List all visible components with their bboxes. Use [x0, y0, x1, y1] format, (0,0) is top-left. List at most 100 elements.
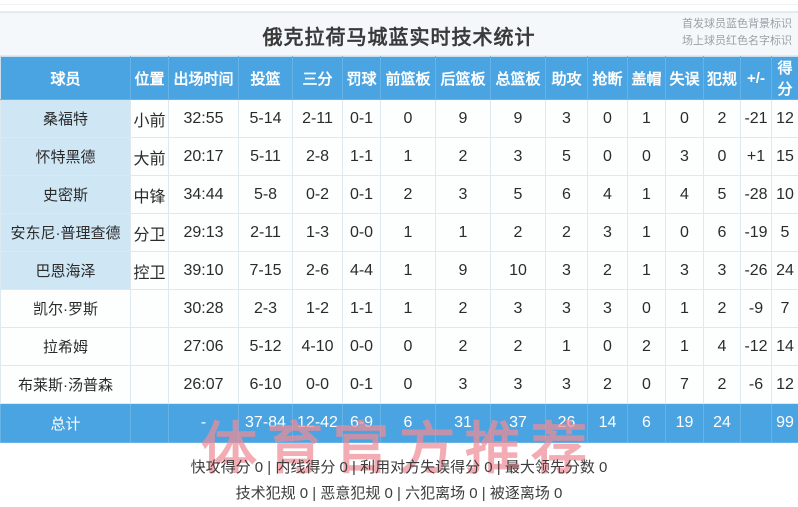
column-header: 罚球: [343, 57, 381, 100]
column-header: 后篮板: [436, 57, 491, 100]
stat-cell-pts: 7: [772, 290, 798, 328]
stat-cell-tov: 7: [666, 366, 704, 404]
stat-cell-fg: 2-3: [239, 290, 293, 328]
column-header: 投篮: [239, 57, 293, 100]
stat-cell-stl: 14: [588, 404, 628, 443]
stat-cell-tov: 3: [666, 252, 704, 290]
stat-cell-ft: 1-1: [343, 138, 381, 176]
stat-cell-position: [131, 404, 169, 443]
stat-cell-ft: 0-1: [343, 366, 381, 404]
stat-cell-oreb: 2: [381, 176, 436, 214]
stat-cell-blk: 0: [628, 366, 666, 404]
stat-cell-fg: 5-14: [239, 100, 293, 138]
stat-cell-dreb: 2: [436, 290, 491, 328]
stat-cell-stl: 0: [588, 328, 628, 366]
stat-cell-fg: 5-8: [239, 176, 293, 214]
stat-cell-fg: 5-11: [239, 138, 293, 176]
title-bar: 俄克拉荷马城蓝实时技术统计 首发球员蓝色背景标识 场上球员红色名字标识: [0, 12, 798, 56]
stat-cell-ast: 3: [546, 252, 588, 290]
column-header: 前篮板: [381, 57, 436, 100]
player-name-cell: 总计: [1, 404, 131, 443]
top-remnant-strip: [0, 0, 798, 12]
stat-cell-minutes: 32:55: [169, 100, 239, 138]
stat-cell-blk: 2: [628, 328, 666, 366]
column-header: 抢断: [588, 57, 628, 100]
stat-cell-plusminus: -28: [741, 176, 772, 214]
stat-cell-blk: 1: [628, 214, 666, 252]
stat-cell-dreb: 9: [436, 252, 491, 290]
column-header: 三分: [293, 57, 343, 100]
stat-cell-threes: 2-11: [293, 100, 343, 138]
stat-cell-reb: 3: [491, 138, 546, 176]
column-header: 出场时间: [169, 57, 239, 100]
stat-cell-position: 小前: [131, 100, 169, 138]
stat-cell-tov: 0: [666, 100, 704, 138]
stat-cell-dreb: 9: [436, 100, 491, 138]
stat-cell-ast: 26: [546, 404, 588, 443]
stat-cell-pts: 24: [772, 252, 798, 290]
footer-summary: 快攻得分 0 | 内线得分 0 | 利用对方失误得分 0 | 最大领先分数 0 …: [0, 443, 798, 507]
stat-cell-ast: 1: [546, 328, 588, 366]
stat-cell-pts: 10: [772, 176, 798, 214]
player-name-cell: 史密斯: [1, 176, 131, 214]
stat-cell-stl: 2: [588, 366, 628, 404]
column-header: 助攻: [546, 57, 588, 100]
stat-cell-minutes: 39:10: [169, 252, 239, 290]
stat-cell-pf: 2: [704, 366, 741, 404]
oncourt-legend-note: 场上球员红色名字标识: [682, 33, 792, 50]
stat-cell-fg: 2-11: [239, 214, 293, 252]
stat-cell-position: 中锋: [131, 176, 169, 214]
stat-cell-dreb: 3: [436, 366, 491, 404]
stat-cell-ft: 0-0: [343, 214, 381, 252]
stat-cell-oreb: 1: [381, 138, 436, 176]
stat-cell-pf: 0: [704, 138, 741, 176]
stat-cell-pts: 15: [772, 138, 798, 176]
stat-cell-ast: 3: [546, 100, 588, 138]
stat-cell-pf: 2: [704, 290, 741, 328]
stat-cell-oreb: 1: [381, 214, 436, 252]
stat-cell-stl: 0: [588, 138, 628, 176]
column-header: 球员: [1, 57, 131, 100]
stat-cell-dreb: 1: [436, 214, 491, 252]
stat-cell-tov: 19: [666, 404, 704, 443]
stat-cell-dreb: 2: [436, 138, 491, 176]
stat-cell-position: [131, 366, 169, 404]
stat-cell-position: [131, 328, 169, 366]
stat-cell-pf: 3: [704, 252, 741, 290]
stat-cell-minutes: 27:06: [169, 328, 239, 366]
footer-line-1: 快攻得分 0 | 内线得分 0 | 利用对方失误得分 0 | 最大领先分数 0: [0, 455, 798, 481]
stat-cell-blk: 0: [628, 290, 666, 328]
stat-cell-tov: 3: [666, 138, 704, 176]
player-name-cell: 拉希姆: [1, 328, 131, 366]
stat-cell-ft: 0-1: [343, 176, 381, 214]
stat-cell-fg: 7-15: [239, 252, 293, 290]
stat-cell-ft: 6-9: [343, 404, 381, 443]
player-name-cell: 凯尔·罗斯: [1, 290, 131, 328]
stat-cell-fg: 5-12: [239, 328, 293, 366]
stat-cell-oreb: 0: [381, 366, 436, 404]
starter-legend-note: 首发球员蓝色背景标识: [682, 16, 792, 33]
stat-cell-blk: 1: [628, 176, 666, 214]
stat-cell-ft: 1-1: [343, 290, 381, 328]
stat-cell-ast: 3: [546, 366, 588, 404]
stat-cell-oreb: 6: [381, 404, 436, 443]
stat-cell-reb: 5: [491, 176, 546, 214]
stat-cell-plusminus: -21: [741, 100, 772, 138]
stat-cell-position: 分卫: [131, 214, 169, 252]
stat-cell-blk: 6: [628, 404, 666, 443]
stat-cell-ast: 3: [546, 290, 588, 328]
stat-cell-dreb: 2: [436, 328, 491, 366]
page-title: 俄克拉荷马城蓝实时技术统计: [0, 21, 798, 50]
player-name-cell: 桑福特: [1, 100, 131, 138]
stat-cell-pf: 6: [704, 214, 741, 252]
stat-cell-stl: 3: [588, 214, 628, 252]
stat-cell-threes: 0-0: [293, 366, 343, 404]
